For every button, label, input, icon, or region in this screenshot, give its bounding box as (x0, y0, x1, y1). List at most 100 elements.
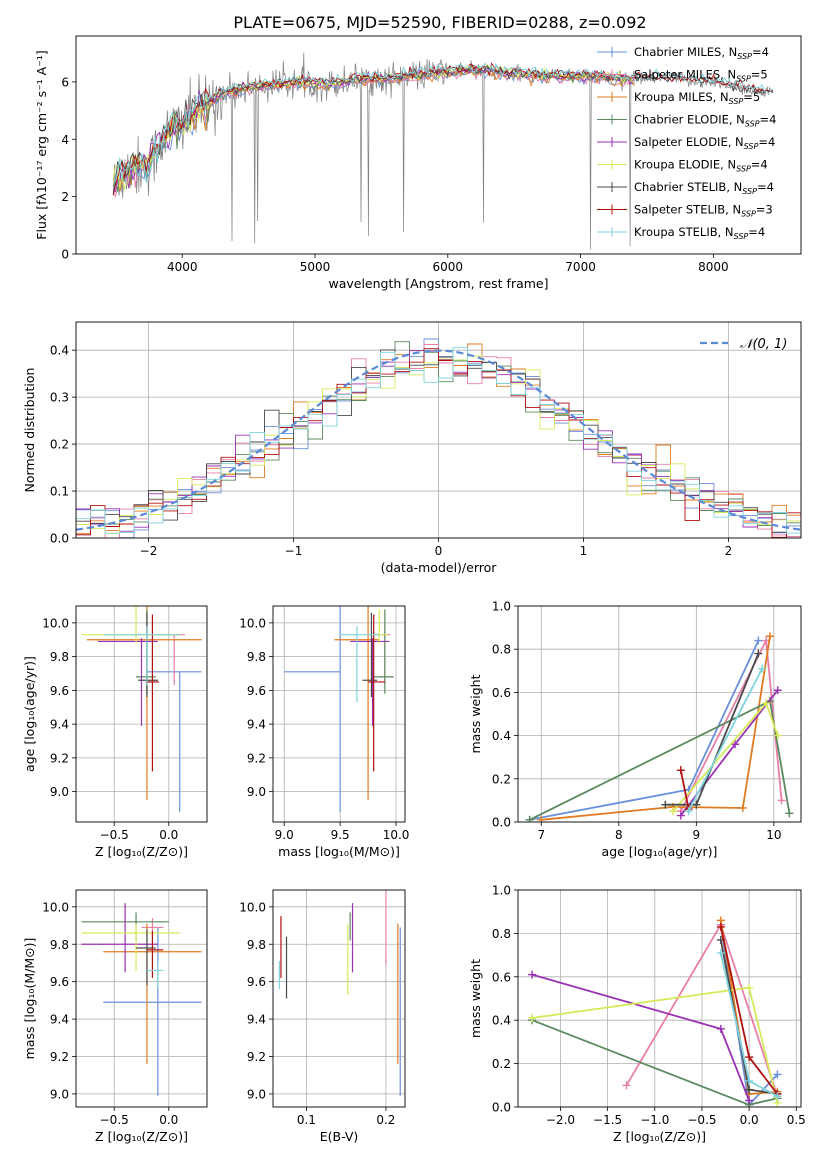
weight-marker (716, 1024, 725, 1033)
y-tick-label: 9.8 (247, 938, 266, 952)
legend-suffix: =4 (760, 113, 777, 127)
weight-marker (622, 1081, 631, 1090)
x-tick-label: 10.0 (383, 828, 410, 842)
y-tick-label: 0.4 (50, 344, 69, 358)
y-tick-label: 0.6 (492, 686, 511, 700)
y-tick-label: 0.8 (492, 927, 511, 941)
x-tick-label: 8000 (698, 260, 729, 274)
weight-marker (676, 766, 685, 775)
y-tick-label: 9.4 (50, 1013, 69, 1027)
x-tick-label: 7 (537, 828, 545, 842)
legend-entry: Kroupa STELIB, NSSP=4 (634, 225, 765, 241)
model-line-chabrier-miles (112, 69, 635, 192)
y-tick-label: 9.2 (50, 1050, 69, 1064)
y-tick-label: 10.0 (42, 616, 69, 630)
weight-marker (528, 1014, 537, 1023)
axes-frame (517, 889, 802, 1108)
weight-marker (777, 796, 786, 805)
legend-entry: Kroupa ELODIE, NSSP=4 (634, 158, 768, 174)
grid (518, 889, 801, 1108)
legend-entry: Kroupa MILES, NSSP=5 (634, 90, 760, 106)
grid (76, 890, 207, 1107)
y-tick-label: 1.0 (492, 884, 511, 898)
plot-area (528, 916, 782, 1107)
y-tick-label: 0.8 (492, 643, 511, 657)
y-tick-label: 9.8 (50, 938, 69, 952)
y-tick-label: 9.6 (247, 684, 266, 698)
y-tick-label: 9.2 (247, 751, 266, 765)
y-tick-label: 0.4 (492, 1014, 511, 1028)
x-tick-label: 0.5 (787, 1113, 806, 1127)
weight-marker (661, 800, 670, 809)
legend-suffix: =4 (751, 158, 768, 172)
chart-age_vs_Z: −0.5 0.0 9.0 9.2 9.4 9.6 9.8 10.0 Z [log₁₀(Z/Z⊙)… (22, 605, 208, 859)
x-axis-label: (data-model)/error (381, 560, 498, 575)
weight-marker (676, 811, 685, 820)
x-tick-label: 9 (693, 828, 701, 842)
weight-marker (785, 809, 794, 818)
weight-marker (745, 1096, 754, 1105)
x-tick-label: −2.0 (546, 1113, 575, 1127)
axes-frame (75, 605, 208, 823)
legend-label: Kroupa MILES, N (634, 90, 729, 104)
legend-suffix: =4 (748, 225, 765, 239)
x-tick-label: 4000 (167, 260, 198, 274)
y-tick-label: 0.0 (492, 1101, 511, 1115)
x-tick-label: 10 (766, 828, 781, 842)
y-tick-label: 4 (61, 133, 69, 147)
x-tick-label: 0.1 (297, 1113, 316, 1127)
x-tick-label: 1 (580, 544, 588, 558)
weight-line (529, 640, 760, 821)
y-tick-label: 9.6 (50, 684, 69, 698)
axes-frame (75, 889, 208, 1108)
legend-label: Chabrier STELIB, N (634, 180, 742, 194)
y-tick-label: 9.0 (50, 785, 69, 799)
chart-weight_vs_Z: −2.0 −1.5 −1.0 −0.5 0.0 0.5 0.0 0.2 0.4 0.6 0.8 1.0… (468, 884, 806, 1145)
legend-label: 𝒩(0, 1) (740, 337, 787, 352)
x-tick-label: −1.5 (593, 1113, 622, 1127)
legend-entry: Salpeter STELIB, NSSP=3 (634, 203, 773, 219)
grid (273, 606, 405, 822)
x-tick-label: −0.5 (100, 828, 129, 842)
plot-area (284, 606, 394, 812)
model-line-chabrier-elodie (112, 63, 635, 192)
plot-area (81, 606, 202, 812)
x-tick-label: −0.5 (100, 1113, 129, 1127)
legend-label: Chabrier MILES, N (634, 45, 737, 59)
legend-entry: Chabrier STELIB, NSSP=4 (634, 180, 774, 196)
y-tick-label: 10.0 (42, 900, 69, 914)
legend-sub: SSP (736, 75, 751, 84)
weight-marker (745, 1085, 754, 1094)
plot-area (81, 903, 202, 1096)
y-axis-label: mass [log₁₀(M/M⊙)] (22, 938, 37, 1060)
y-tick-label: 0.0 (50, 532, 69, 546)
weight-line (541, 636, 771, 821)
y-tick-label: 9.4 (247, 1013, 266, 1027)
weight-marker (716, 948, 725, 957)
x-axis-label: age [log₁₀(age/yr)] (602, 844, 718, 859)
x-axis-label: Z [log₁₀(Z/Z⊙)] (613, 1129, 706, 1144)
weight-line (531, 973, 750, 1101)
legend-label: Chabrier ELODIE, N (634, 113, 745, 127)
model-line-kroupa-miles (112, 66, 635, 192)
legend-sub: SSP (734, 232, 749, 241)
x-tick-label: 7000 (565, 260, 596, 274)
y-tick-label: 10.0 (239, 616, 266, 630)
legend-entry: Salpeter MILES, NSSP=5 (634, 68, 768, 84)
legend-label: Salpeter ELODIE, N (634, 135, 744, 149)
x-tick-label: 0 (435, 544, 443, 558)
y-tick-label: 9.0 (247, 785, 266, 799)
y-tick-label: 6 (61, 75, 69, 89)
legend-entry: Chabrier ELODIE, NSSP=4 (634, 113, 776, 129)
legend-sub: SSP (729, 97, 744, 106)
weight-marker (762, 699, 771, 708)
axes-frame (272, 605, 406, 823)
legend-suffix: =5 (751, 68, 768, 82)
weight-marker (773, 1092, 782, 1101)
y-axis-label: Normed distribution (22, 368, 37, 493)
y-tick-label: 0.4 (492, 729, 511, 743)
chart-age_vs_mass: 9.0 9.5 10.0 9.0 9.2 9.4 9.6 9.8 10.0 mass [log₁₀… (239, 605, 410, 859)
figure-title: PLATE=0675, MJD=52590, FIBERID=0288, z=0… (233, 13, 646, 32)
x-tick-label: 5000 (300, 260, 331, 274)
